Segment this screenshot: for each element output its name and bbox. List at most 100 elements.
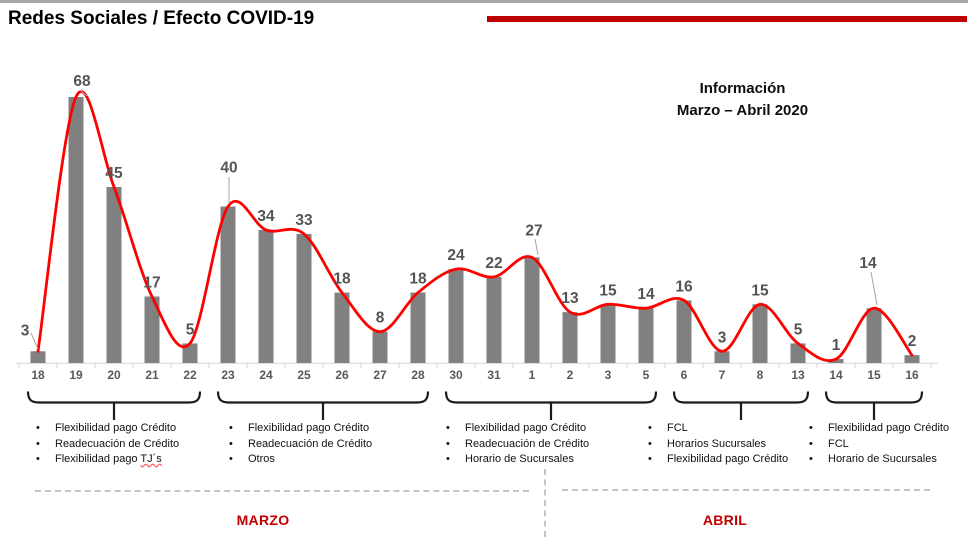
annotation-item: FCL bbox=[828, 437, 849, 450]
dashed-divider bbox=[544, 469, 546, 537]
label-leader-line bbox=[79, 89, 88, 97]
x-axis-label: 26 bbox=[335, 368, 349, 382]
x-axis-label: 18 bbox=[31, 368, 45, 382]
x-axis-label: 1 bbox=[529, 368, 536, 382]
value-label: 3 bbox=[718, 329, 727, 346]
annotation-item: Readecuación de Crédito bbox=[465, 437, 590, 450]
trend-line bbox=[36, 90, 914, 362]
bar bbox=[220, 206, 236, 363]
x-axis-label: 25 bbox=[297, 368, 311, 382]
value-label: 16 bbox=[675, 278, 693, 295]
bullet-icon: • bbox=[648, 453, 652, 465]
bar bbox=[638, 308, 654, 363]
value-label: 45 bbox=[105, 165, 123, 182]
annotation-item: FCL bbox=[667, 422, 688, 434]
bullet-icon: • bbox=[229, 453, 233, 465]
bar bbox=[790, 343, 806, 363]
bullet-icon: • bbox=[809, 422, 813, 434]
annotation-item: Readecuación de Crédito bbox=[55, 437, 180, 450]
value-label: 8 bbox=[376, 310, 385, 327]
x-axis-label: 21 bbox=[145, 368, 159, 382]
x-axis-label: 27 bbox=[373, 368, 387, 382]
value-label: 68 bbox=[73, 73, 91, 90]
annotation-item: Horarios Sucursales bbox=[667, 437, 767, 450]
bar bbox=[562, 312, 578, 363]
value-label: 1 bbox=[832, 337, 841, 354]
list-item: • Horarios Sucursales bbox=[645, 437, 850, 453]
value-label: 15 bbox=[751, 282, 769, 299]
annotation-item: Flexibilidad pago Crédito bbox=[828, 422, 950, 434]
month-label-marzo: MARZO bbox=[236, 512, 290, 528]
value-label: 22 bbox=[485, 255, 502, 272]
annotation-item: Otros bbox=[248, 453, 275, 465]
x-axis-label: 8 bbox=[757, 368, 764, 382]
x-axis-label: 20 bbox=[107, 368, 121, 382]
bar bbox=[752, 304, 768, 363]
value-label: 14 bbox=[859, 255, 877, 272]
value-label: 5 bbox=[186, 321, 195, 338]
bullet-icon: • bbox=[809, 437, 813, 450]
bracket bbox=[216, 391, 430, 404]
bar bbox=[600, 304, 616, 363]
annotation-item: Readecuación de Crédito bbox=[248, 437, 373, 450]
list-item: • Flexibilidad pago Crédito bbox=[226, 421, 431, 437]
bracket bbox=[824, 391, 924, 404]
bullet-icon: • bbox=[648, 422, 652, 434]
slide-top-border bbox=[0, 0, 968, 3]
bar bbox=[68, 97, 84, 363]
bullet-icon: • bbox=[229, 422, 233, 434]
annotation-item: Flexibilidad pago Crédito bbox=[667, 453, 789, 465]
bracket bbox=[26, 391, 202, 404]
x-axis-label: 13 bbox=[791, 368, 805, 382]
value-label: 24 bbox=[447, 247, 465, 264]
bracket bbox=[672, 391, 810, 404]
x-axis-label: 14 bbox=[829, 368, 843, 382]
bullet-icon: • bbox=[36, 437, 40, 450]
x-axis-label: 6 bbox=[681, 368, 688, 382]
value-label: 5 bbox=[794, 321, 803, 338]
info-box: Información Marzo – Abril 2020 bbox=[620, 78, 865, 122]
value-label: 17 bbox=[143, 275, 160, 292]
value-label: 34 bbox=[257, 208, 275, 225]
bullet-icon: • bbox=[446, 422, 450, 434]
x-axis-label: 22 bbox=[183, 368, 197, 382]
value-label: 27 bbox=[525, 222, 542, 239]
x-axis-label: 15 bbox=[867, 368, 881, 382]
label-leader-line bbox=[870, 271, 878, 306]
bullet-icon: • bbox=[648, 437, 652, 450]
bullet-icon: • bbox=[36, 422, 40, 434]
x-axis-label: 24 bbox=[259, 368, 273, 382]
bar bbox=[258, 230, 274, 363]
list-item: • Horario de Sucursales bbox=[443, 452, 648, 468]
annotation-item: Horario de Sucursales bbox=[465, 453, 574, 465]
bar bbox=[334, 292, 350, 363]
list-item: • FCL bbox=[806, 437, 966, 453]
info-line-1: Información bbox=[699, 80, 786, 97]
value-label: 33 bbox=[295, 212, 313, 229]
list-item: • Flexibilidad pago Crédito bbox=[33, 421, 238, 437]
list-item: • Horario de Sucursales bbox=[806, 452, 966, 468]
bar bbox=[30, 351, 46, 363]
bar bbox=[144, 296, 160, 363]
x-axis-label: 28 bbox=[411, 368, 425, 382]
annotation-list-3: • Flexibilidad pago Crédito • Readecuaci… bbox=[443, 421, 648, 468]
page-title: Redes Sociales / Efecto COVID-19 bbox=[8, 8, 315, 29]
x-axis-label: 19 bbox=[69, 368, 83, 382]
bracket bbox=[444, 391, 658, 404]
x-axis-label: 30 bbox=[449, 368, 463, 382]
bar bbox=[714, 351, 730, 363]
x-axis-label: 7 bbox=[719, 368, 726, 382]
bar bbox=[372, 331, 388, 363]
list-item: • FCL bbox=[645, 421, 850, 437]
list-item: • Otros bbox=[226, 452, 431, 468]
bullet-icon: • bbox=[229, 437, 233, 450]
label-leader-line bbox=[30, 332, 39, 350]
annotation-item: Flexibilidad pago Crédito bbox=[55, 422, 177, 434]
title-accent-rule bbox=[487, 16, 967, 22]
list-item: • Readecuación de Crédito bbox=[443, 437, 648, 453]
info-line-2: Marzo – Abril 2020 bbox=[676, 102, 809, 119]
bullet-icon: • bbox=[809, 453, 813, 465]
dashed-line-abril bbox=[562, 489, 930, 491]
bar bbox=[676, 300, 692, 363]
